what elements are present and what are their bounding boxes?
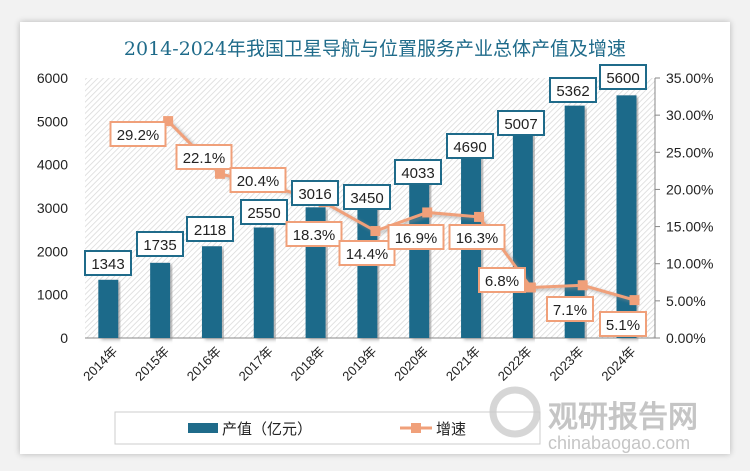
growth-data-label-box bbox=[448, 224, 506, 250]
growth-data-label-box bbox=[285, 221, 343, 247]
growth-marker bbox=[163, 116, 174, 127]
growth-marker bbox=[370, 226, 381, 237]
bar-data-label: 5600 bbox=[606, 70, 639, 87]
x-tick-label: 2023年 bbox=[547, 344, 587, 384]
right-tick-label: 10.00% bbox=[666, 256, 713, 272]
bar bbox=[98, 279, 119, 338]
legend-bar-label: 产值（亿元） bbox=[222, 421, 312, 438]
growth-data-label-box bbox=[338, 240, 396, 266]
growth-data-label-box bbox=[546, 296, 594, 322]
left-tick-label: 1000 bbox=[37, 287, 68, 303]
bar bbox=[512, 121, 533, 338]
legend bbox=[114, 411, 541, 445]
growth-marker bbox=[577, 280, 588, 291]
left-tick-label: 0 bbox=[60, 330, 68, 346]
right-tick-label: 5.00% bbox=[666, 293, 706, 309]
growth-marker bbox=[474, 211, 485, 222]
growth-marker bbox=[629, 295, 640, 306]
x-tick-label: 2016年 bbox=[184, 344, 224, 384]
bar-data-label-box bbox=[599, 64, 647, 90]
right-tick-label: 30.00% bbox=[666, 107, 713, 123]
bar-data-label-box bbox=[549, 77, 597, 103]
bar bbox=[201, 246, 222, 338]
growth-data-label-box bbox=[229, 167, 287, 193]
bar-data-label: 5007 bbox=[504, 116, 537, 133]
bar-data-label-box bbox=[497, 110, 545, 136]
growth-marker bbox=[422, 207, 433, 218]
growth-data-label-box bbox=[387, 224, 445, 250]
growth-data-label-box bbox=[175, 144, 233, 170]
bar-data-label: 5362 bbox=[556, 83, 589, 100]
bar-data-label-box bbox=[84, 250, 132, 276]
bar-data-label: 1735 bbox=[143, 237, 176, 254]
growth-data-label: 29.2% bbox=[117, 127, 160, 144]
bar-data-label-box bbox=[291, 180, 339, 206]
watermark-text: 观研报告网 bbox=[548, 401, 698, 434]
growth-data-label: 7.1% bbox=[553, 302, 587, 319]
growth-data-label: 5.1% bbox=[606, 317, 640, 334]
growth-data-label: 16.9% bbox=[395, 230, 438, 247]
bar-data-label-box bbox=[186, 216, 234, 242]
x-tick-label: 2021年 bbox=[443, 344, 483, 384]
x-tick-label: 2022年 bbox=[495, 344, 535, 384]
left-tick-label: 5000 bbox=[37, 113, 68, 129]
right-tick-label: 15.00% bbox=[666, 219, 713, 235]
watermark-url: chinabaogao.com bbox=[548, 433, 690, 453]
bar-data-label: 1343 bbox=[91, 256, 124, 273]
growth-data-label-box bbox=[599, 311, 647, 337]
x-tick-label: 2020年 bbox=[391, 344, 431, 384]
bar-data-label-box bbox=[446, 133, 494, 159]
legend-line-label: 增速 bbox=[436, 421, 466, 438]
right-tick-label: 35.00% bbox=[666, 70, 713, 86]
x-tick-label: 2024年 bbox=[598, 344, 638, 384]
growth-data-label-box bbox=[478, 267, 526, 293]
x-tick-label: 2017年 bbox=[236, 344, 276, 384]
growth-data-label-box bbox=[109, 121, 167, 147]
x-tick-label: 2018年 bbox=[287, 344, 327, 384]
bar bbox=[409, 163, 430, 338]
left-tick-label: 3000 bbox=[37, 200, 68, 216]
x-tick-label: 2014年 bbox=[80, 344, 120, 384]
bar-data-label: 2118 bbox=[194, 222, 226, 239]
bar bbox=[150, 262, 171, 338]
bar bbox=[616, 95, 637, 338]
bar bbox=[253, 227, 274, 338]
growth-data-label: 6.8% bbox=[485, 273, 519, 290]
watermark-logo bbox=[489, 386, 541, 438]
growth-data-label: 18.3% bbox=[293, 227, 336, 244]
growth-data-label: 20.4% bbox=[237, 173, 280, 190]
bar-data-label-box bbox=[343, 184, 391, 210]
right-tick-label: 20.00% bbox=[666, 181, 713, 197]
bar-data-label-box bbox=[240, 199, 288, 225]
growth-data-label: 14.4% bbox=[346, 246, 389, 263]
chart-title: 2014-2024年我国卫星导航与位置服务产业总体产值及增速 bbox=[123, 38, 627, 60]
legend-bar-swatch bbox=[188, 423, 218, 433]
right-tick-label: 0.00% bbox=[666, 330, 706, 346]
x-tick-label: 2015年 bbox=[132, 344, 172, 384]
bar bbox=[564, 105, 585, 338]
growth-marker bbox=[525, 282, 536, 293]
left-tick-label: 2000 bbox=[37, 243, 68, 259]
bar-data-label-box bbox=[394, 159, 442, 185]
bar-data-label: 3016 bbox=[298, 186, 331, 203]
bar-data-label: 4690 bbox=[453, 139, 486, 156]
bar-data-label-box bbox=[136, 231, 184, 257]
growth-data-label: 22.1% bbox=[183, 150, 226, 167]
growth-data-label: 16.3% bbox=[456, 230, 499, 247]
right-tick-label: 25.00% bbox=[666, 144, 713, 160]
left-tick-label: 4000 bbox=[37, 157, 68, 173]
growth-marker bbox=[214, 168, 225, 179]
bar-data-label: 4033 bbox=[401, 165, 434, 182]
legend-line-marker bbox=[411, 423, 421, 433]
left-tick-label: 6000 bbox=[37, 70, 68, 86]
x-tick-label: 2019年 bbox=[339, 344, 379, 384]
bar-data-label: 2550 bbox=[247, 205, 280, 222]
bar-data-label: 3450 bbox=[350, 190, 383, 207]
